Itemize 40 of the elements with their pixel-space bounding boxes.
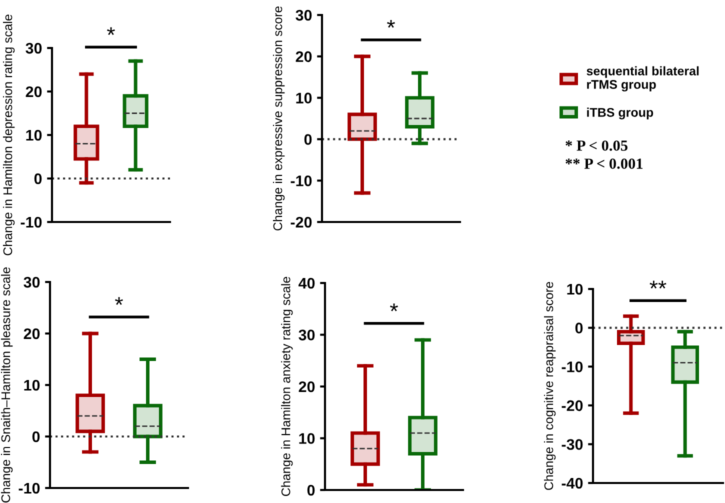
y-axis-title: Change in cognitive reappraisal score <box>544 282 556 490</box>
annotation: * <box>115 297 123 305</box>
y-tick-label: -10 <box>290 175 312 186</box>
y-axis-title: Change in expressive suppression score <box>272 6 285 230</box>
legend-label: iTBS group <box>587 108 654 120</box>
y-axis-title: Change in Hamilton depression rating scale <box>2 14 15 256</box>
y-tick-label: 40 <box>298 278 315 289</box>
y-tick-label: 10 <box>567 284 583 295</box>
y-tick-label: 30 <box>24 276 40 288</box>
y-tick-label: 10 <box>26 130 42 141</box>
y-tick-label: -40 <box>562 478 583 489</box>
y-tick-label: 0 <box>307 484 315 496</box>
y-tick-label: -10 <box>562 361 583 372</box>
y-tick-label: -20 <box>290 216 312 228</box>
y-axis-title: Change in Snaith–Hamilton pleasure scale <box>0 267 13 502</box>
text: * P < 0.05 ** P < 0.001 <box>566 140 643 169</box>
legend-label: sequential bilateral rTMS group <box>586 66 699 92</box>
text: ** <box>650 280 666 289</box>
y-tick-label: 10 <box>296 92 312 104</box>
y-tick-label: -30 <box>562 439 583 450</box>
y-tick-label: 0 <box>34 173 42 184</box>
y-tick-label: 20 <box>24 328 40 340</box>
y-tick-label: 10 <box>24 380 40 391</box>
y-tick-label: 30 <box>296 10 312 21</box>
annotation: * <box>390 303 398 312</box>
y-tick-label: 30 <box>298 330 315 340</box>
y-tick-label: 20 <box>296 51 312 62</box>
y-tick-label: 20 <box>26 86 42 98</box>
y-axis-title: Change in Hamilton anxiety rating scale <box>281 276 293 496</box>
y-tick-label: -10 <box>18 482 40 494</box>
y-tick-label: 10 <box>299 433 315 444</box>
y-tick-label: 30 <box>26 42 42 54</box>
y-tick-label: -10 <box>20 216 42 228</box>
y-tick-label: 0 <box>304 134 312 145</box>
y-tick-label: 20 <box>298 381 315 392</box>
y-tick-label: 0 <box>32 431 40 442</box>
annotation: * <box>387 20 395 28</box>
y-tick-label: 0 <box>575 322 583 334</box>
y-tick-label: -20 <box>562 400 583 412</box>
text: * <box>107 27 115 36</box>
